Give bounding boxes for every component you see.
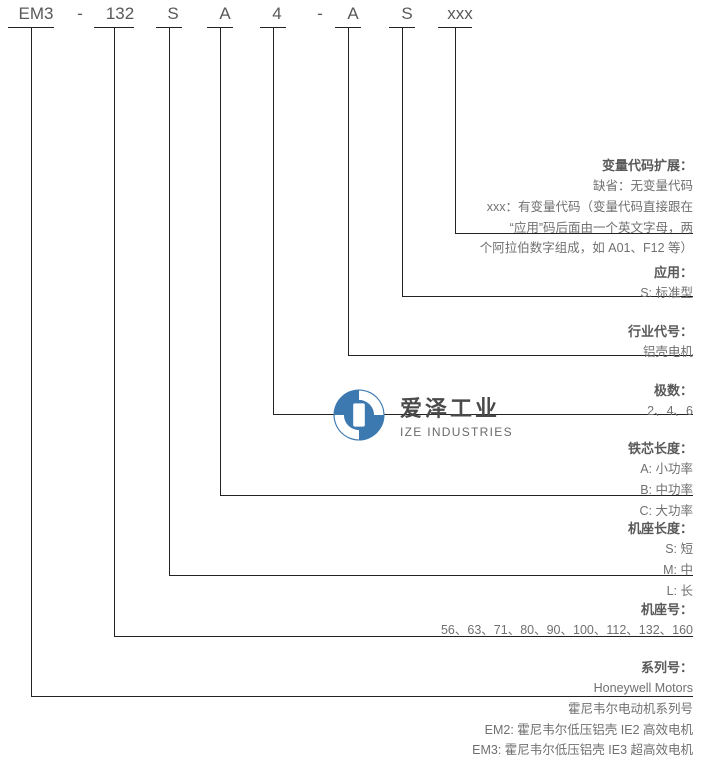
desc-line: B: 中功率 <box>628 480 693 501</box>
logo: 爱泽工业 IZE INDUSTRIES <box>330 386 513 444</box>
desc-line: 2、4、6 <box>647 401 693 422</box>
desc-line: “应用”码后面由一个英文字母，两 <box>480 218 693 239</box>
desc-line: M: 中 <box>628 560 693 581</box>
desc-d5: 铁芯长度：A: 小功率B: 中功率C: 大功率 <box>628 438 693 521</box>
code-c0: EM3 <box>10 4 62 24</box>
desc-title: 机座长度： <box>628 518 693 539</box>
code-c7: A <box>342 4 364 24</box>
desc-line: 铝壳电机 <box>628 342 693 363</box>
desc-line: Honeywell Motors <box>472 678 693 699</box>
desc-d6: 极数：2、4、6 <box>647 380 693 422</box>
desc-line: 56、63、71、80、90、100、112、132、160 <box>441 620 693 641</box>
desc-line: S: 标准型 <box>640 283 693 304</box>
vline-c0 <box>31 27 32 696</box>
code-c9: xxx <box>440 4 480 24</box>
desc-d9: 变量代码扩展：缺省：无变量代码xxx：有变量代码（变量代码直接跟在“应用”码后面… <box>480 155 693 259</box>
desc-line: EM3: 霍尼韦尔低压铝壳 IE3 超高效电机 <box>472 740 693 761</box>
vline-c4 <box>220 27 221 495</box>
desc-line: 霍尼韦尔电动机系列号 <box>472 699 693 720</box>
desc-title: 行业代号： <box>628 321 693 342</box>
desc-line: EM2: 霍尼韦尔低压铝壳 IE2 高效电机 <box>472 720 693 741</box>
desc-line: A: 小功率 <box>628 459 693 480</box>
desc-d8: 应用：S: 标准型 <box>640 262 693 304</box>
desc-title: 应用： <box>640 262 693 283</box>
desc-title: 系列号： <box>472 657 693 678</box>
vline-c3 <box>169 27 170 575</box>
hline-c3 <box>169 575 693 576</box>
desc-line: S: 短 <box>628 539 693 560</box>
desc-line: 缺省：无变量代码 <box>480 176 693 197</box>
logo-text-sub: IZE INDUSTRIES <box>400 425 513 439</box>
logo-text: 爱泽工业 IZE INDUSTRIES <box>400 391 513 439</box>
code-c3: S <box>162 4 184 24</box>
code-c4: A <box>214 4 236 24</box>
code-c6: - <box>312 4 328 24</box>
desc-title: 机座号： <box>441 599 693 620</box>
desc-line: 个阿拉伯数字组成，如 A01、F12 等） <box>480 238 693 259</box>
desc-d2: 系列号：Honeywell Motors霍尼韦尔电动机系列号EM2: 霍尼韦尔低… <box>472 657 693 761</box>
desc-d4: 机座长度：S: 短M: 中L: 长 <box>628 518 693 601</box>
desc-d7: 行业代号：铝壳电机 <box>628 321 693 363</box>
code-c8: S <box>396 4 418 24</box>
desc-d3: 机座号：56、63、71、80、90、100、112、132、160 <box>441 599 693 641</box>
vline-c9 <box>455 27 456 233</box>
desc-title: 变量代码扩展： <box>480 155 693 176</box>
vline-c7 <box>348 27 349 355</box>
desc-title: 铁芯长度： <box>628 438 693 459</box>
diagram-canvas: { "codes": [ { "id":"c0", "label":"EM3",… <box>0 0 713 704</box>
logo-text-main: 爱泽工业 <box>400 391 513 423</box>
code-c5: 4 <box>266 4 288 24</box>
vline-c8 <box>402 27 403 296</box>
logo-icon <box>330 386 388 444</box>
vline-c5 <box>273 27 274 414</box>
code-c1: - <box>72 4 88 24</box>
hline-c4 <box>220 495 693 496</box>
code-c2: 132 <box>98 4 142 24</box>
desc-line: xxx：有变量代码（变量代码直接跟在 <box>480 197 693 218</box>
desc-title: 极数： <box>647 380 693 401</box>
vline-c2 <box>114 27 115 636</box>
